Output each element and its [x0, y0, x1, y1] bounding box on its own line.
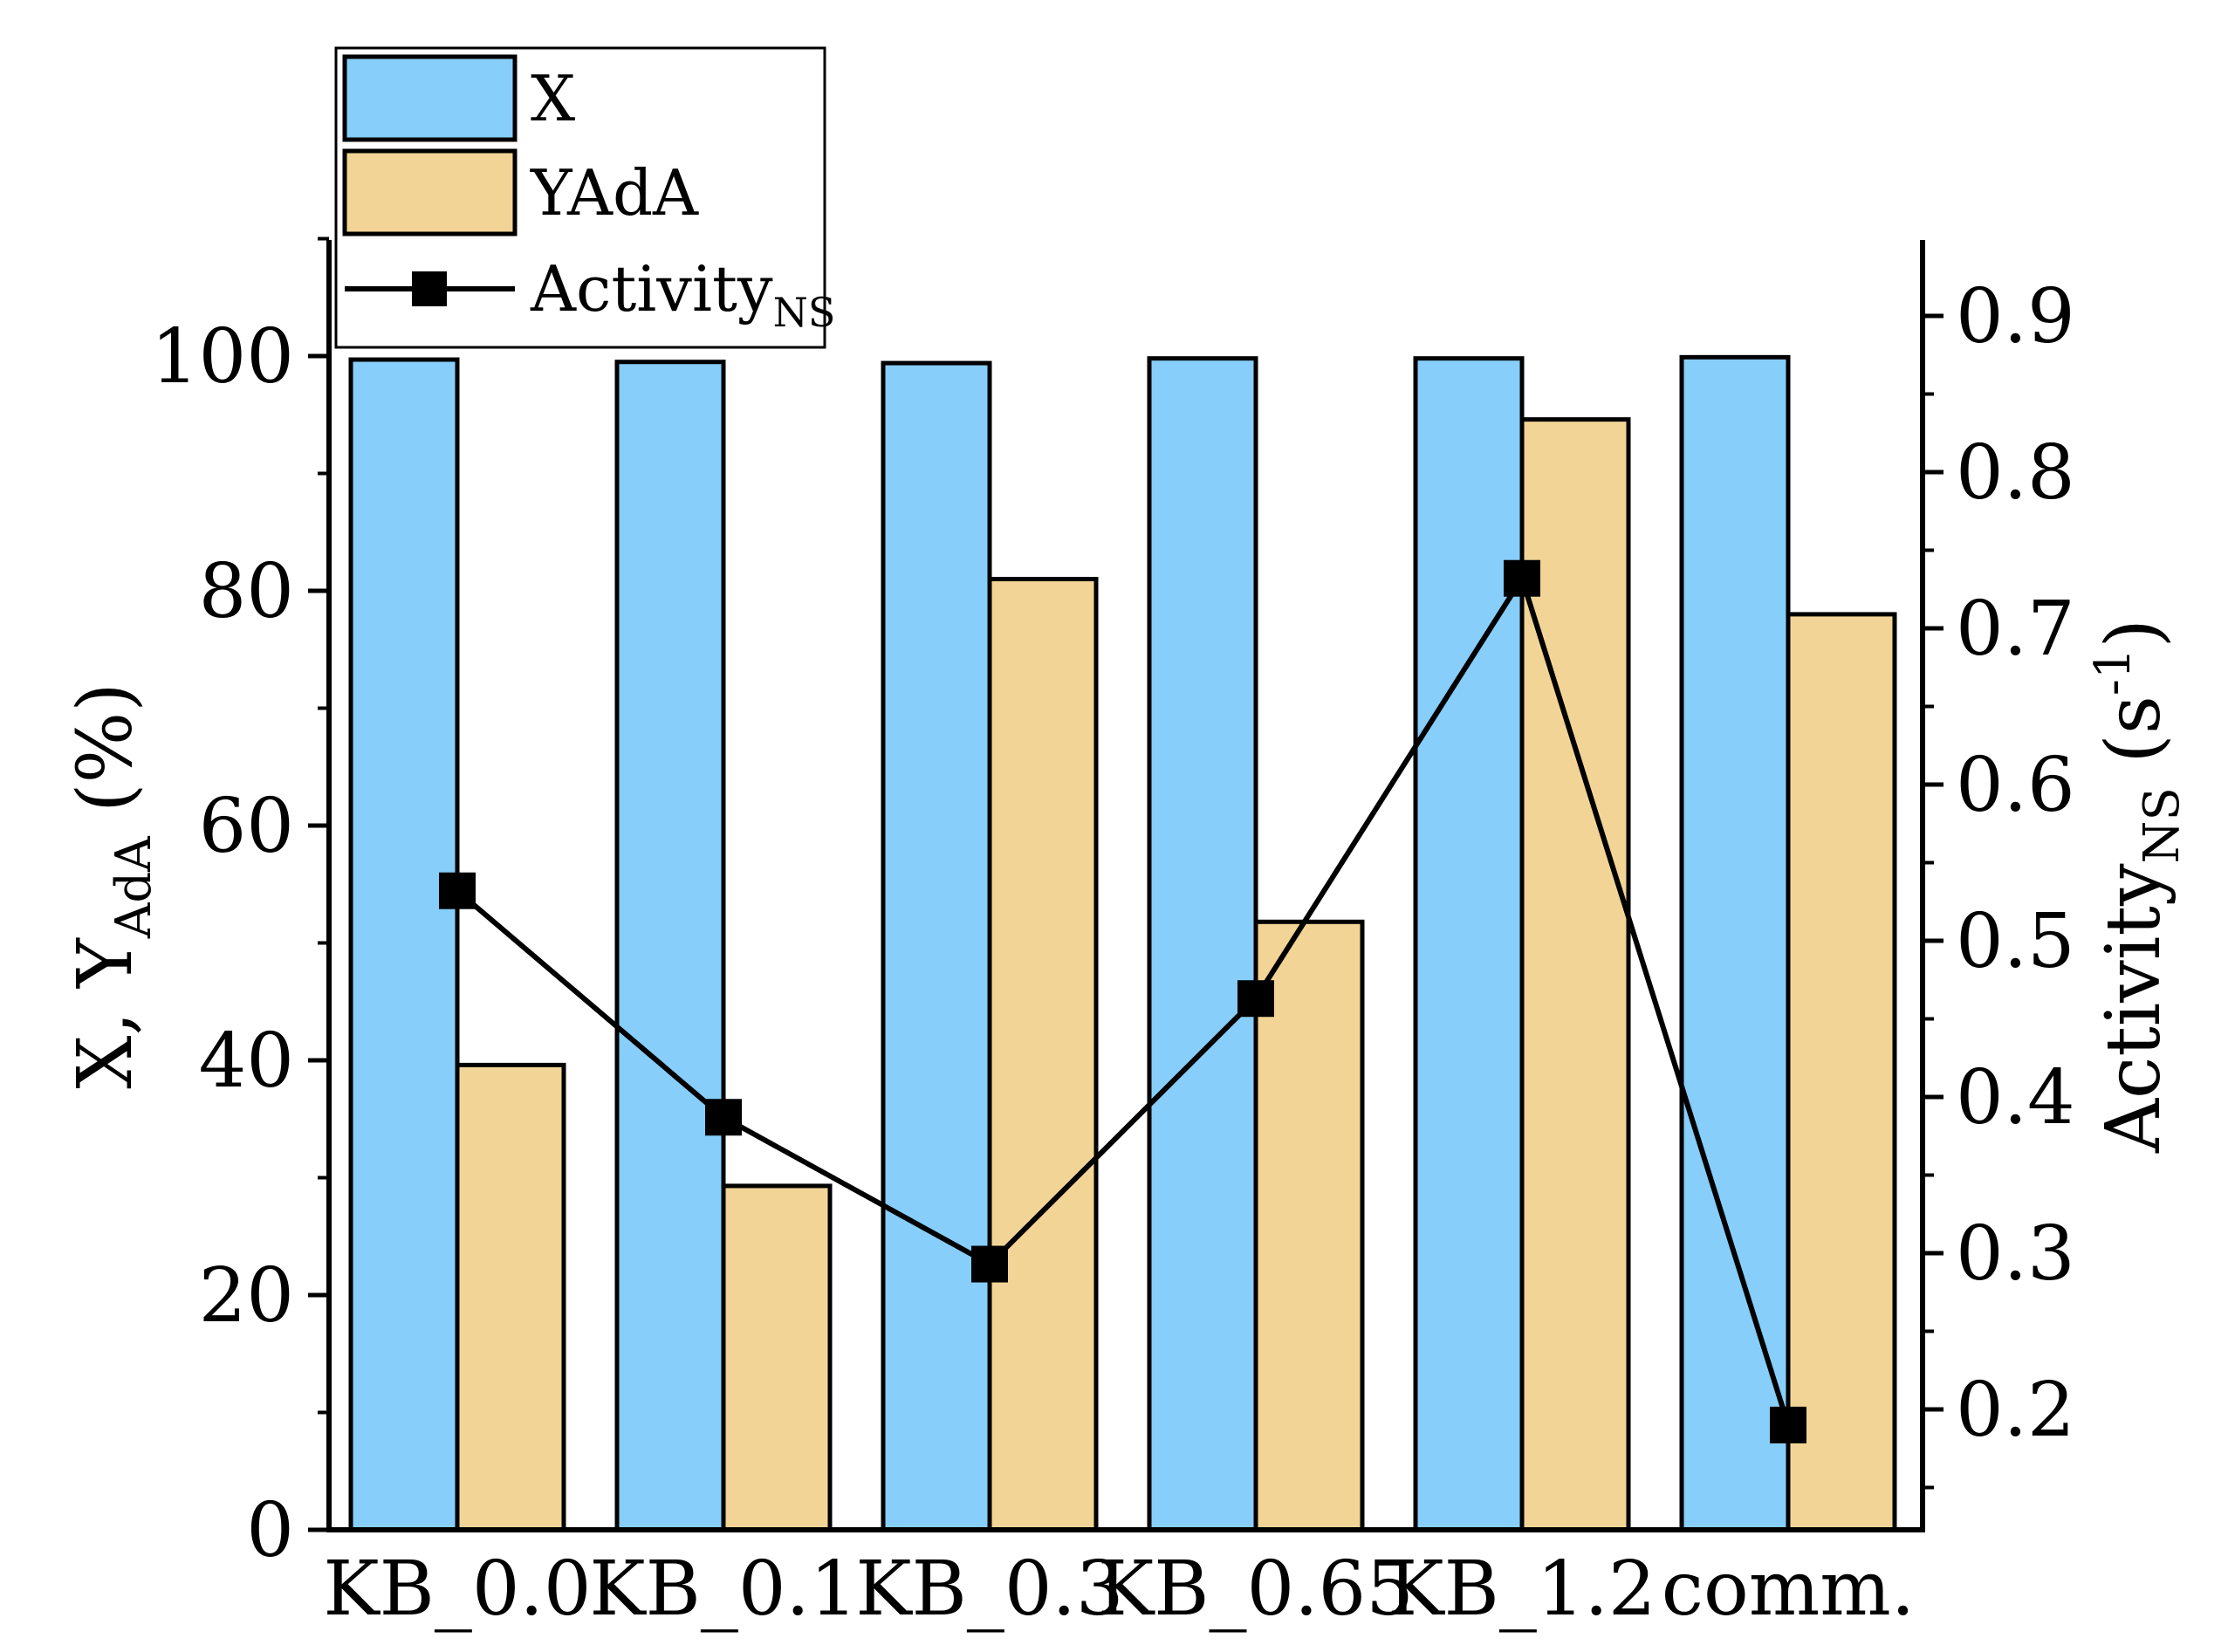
x-tick-label: KB_0.65 [1098, 1546, 1414, 1633]
activity-marker-KB_1.2 [1504, 559, 1540, 597]
x-tick-label: KB_0.3 [855, 1546, 1123, 1633]
activity-marker-KB_0.1 [705, 1099, 742, 1136]
activity-marker-KB_0.65 [1237, 980, 1274, 1018]
activity-marker-comm. [1770, 1406, 1806, 1443]
bar-x-KB_1.2 [1413, 356, 1525, 1532]
bars-layer [348, 354, 1897, 1532]
bar-yada-KB_0.65 [1253, 919, 1365, 1532]
activity-line-series [439, 559, 1806, 1443]
bar-yada-KB_0.3 [987, 577, 1099, 1532]
bar-x-KB_0.3 [881, 360, 992, 1532]
bar-yada-KB_0.0 [455, 1062, 566, 1532]
legend-swatch-x [342, 54, 518, 142]
right-tick-label: 0.8 [1956, 429, 2075, 517]
right-tick-label: 0.9 [1956, 273, 2075, 360]
activity-marker-KB_0.0 [439, 872, 476, 909]
right-tick-label: 0.3 [1956, 1210, 2075, 1298]
left-axis: 0 20 40 60 80 100 [151, 236, 329, 1574]
activity-line [456, 572, 1791, 1426]
legend-label-x: X [531, 62, 575, 135]
left-tick-label: 20 [199, 1252, 294, 1340]
x-tick-label: KB_0.1 [589, 1546, 857, 1633]
left-tick-label: 60 [199, 783, 294, 870]
legend-label-activity: ActivityNS [530, 252, 835, 336]
x-tick-label: KB_1.2 [1388, 1546, 1656, 1633]
right-axis: 0.2 0.3 0.4 0.5 0.6 0.7 0.8 0.9 [1923, 273, 2075, 1490]
right-tick-label: 0.7 [1956, 586, 2075, 673]
bar-x-KB_0.0 [348, 357, 460, 1532]
bar-x-KB_0.1 [614, 360, 726, 1532]
bar-x-KB_0.65 [1147, 356, 1258, 1532]
right-tick-label: 0.2 [1956, 1367, 2075, 1454]
bar-x-comm. [1679, 354, 1791, 1532]
left-tick-label: 0 [246, 1487, 294, 1574]
x-tick-label: comm. [1662, 1546, 1915, 1633]
activity-marker-KB_0.3 [971, 1245, 1008, 1283]
legend-label-yada: YAdA [530, 156, 699, 230]
left-tick-label: 100 [151, 313, 294, 401]
right-tick-label: 0.4 [1956, 1054, 2075, 1141]
right-tick-label: 0.5 [1956, 898, 2075, 985]
legend-marker-activity [412, 271, 447, 306]
legend-swatch-yada [342, 148, 518, 236]
legend: X YAdA ActivityNS [334, 46, 835, 349]
bar-yada-comm. [1786, 612, 1897, 1532]
left-axis-title: X, YAdA (%) [62, 682, 162, 1089]
bar-yada-KB_0.1 [721, 1183, 833, 1532]
bar-yada-KB_1.2 [1519, 417, 1631, 1532]
left-tick-label: 40 [199, 1018, 294, 1105]
x-tick-label: KB_0.0 [323, 1546, 591, 1633]
right-tick-label: 0.6 [1956, 742, 2075, 829]
right-axis-title: ActivityNS (s-1) [2085, 619, 2190, 1154]
left-tick-label: 80 [199, 548, 294, 635]
